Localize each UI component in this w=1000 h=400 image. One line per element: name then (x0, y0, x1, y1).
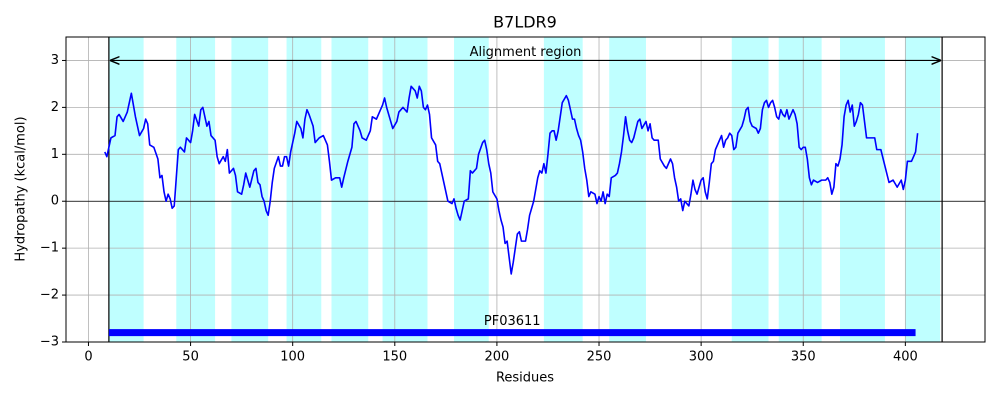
y-tick-label: 0 (51, 194, 59, 209)
y-tick-label: 2 (51, 100, 59, 115)
x-axis-label: Residues (496, 371, 554, 386)
y-tick-label: −2 (40, 288, 59, 303)
hydrophobic-region (731, 37, 769, 342)
alignment-label: Alignment region (470, 45, 582, 60)
y-axis-label: Hydropathy (kcal/mol) (14, 116, 29, 261)
hydrophobic-region (778, 37, 822, 342)
hydrophobic-region (905, 37, 941, 342)
x-tick-label: 300 (689, 350, 714, 365)
hydrophobic-region (286, 37, 322, 342)
y-tick-label: 1 (51, 147, 59, 162)
x-tick-label: 200 (484, 350, 509, 365)
plot-frame (65, 36, 986, 343)
y-tick-label: 3 (51, 53, 59, 68)
x-tick-label: 100 (280, 350, 305, 365)
domain-label: PF03611 (484, 314, 541, 329)
hydrophobic-region (382, 37, 428, 342)
hydrophobic-region (543, 37, 583, 342)
domain-bar (108, 329, 916, 337)
hydrophobic-region (176, 37, 216, 342)
chart-title: B7LDR9 (493, 13, 557, 32)
x-tick-label: 150 (382, 350, 407, 365)
hydrophobic-region (840, 37, 885, 342)
x-tick-label: 400 (893, 350, 918, 365)
y-tick-label: −3 (40, 335, 59, 350)
hydrophobic-region (331, 37, 369, 342)
x-tick-label: 50 (182, 350, 199, 365)
hydrophobic-region (108, 37, 144, 342)
hydropathy-line (104, 85, 919, 275)
hydrophobic-region (609, 37, 646, 342)
x-tick-label: 0 (84, 350, 92, 365)
hydrophobic-region (454, 37, 489, 342)
y-tick-label: −1 (40, 241, 59, 256)
x-tick-label: 350 (791, 350, 816, 365)
x-tick-label: 250 (587, 350, 612, 365)
